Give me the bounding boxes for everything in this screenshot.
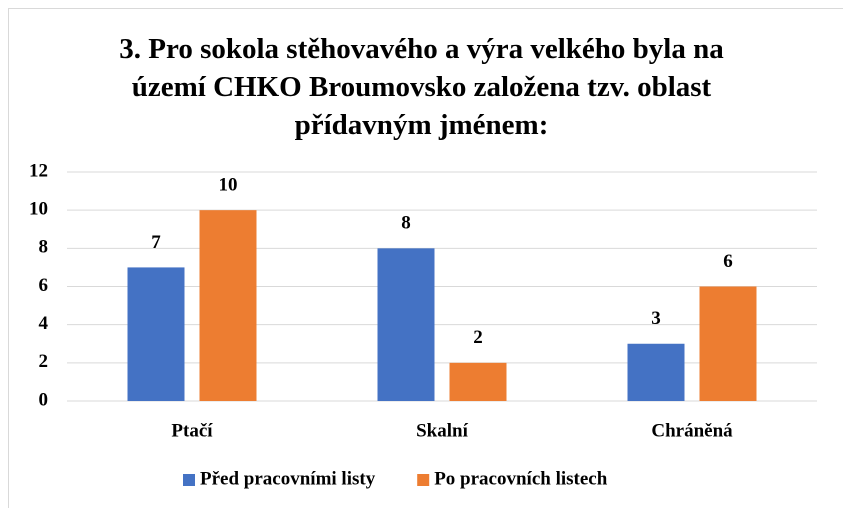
bar — [627, 343, 685, 401]
data-label: 7 — [151, 232, 161, 253]
chart-title: 3. Pro sokola stěhovavého a výra velkého… — [119, 33, 724, 141]
bar — [199, 210, 257, 401]
legend-swatch — [183, 474, 195, 486]
x-tick-label: Chráněná — [651, 420, 733, 441]
y-tick-label: 2 — [39, 351, 49, 372]
y-tick-label: 6 — [39, 275, 49, 296]
data-label: 10 — [219, 175, 238, 196]
bar — [127, 267, 185, 401]
legend-swatch — [417, 474, 430, 486]
x-tick-label: Skalní — [416, 420, 468, 441]
data-label: 3 — [651, 308, 661, 329]
legend-label: Po pracovních listech — [434, 468, 608, 489]
data-label: 6 — [723, 251, 733, 272]
bar — [377, 248, 435, 401]
bar — [449, 362, 507, 401]
y-tick-label: 0 — [39, 389, 49, 410]
x-tick-label: Ptačí — [171, 420, 213, 441]
data-label: 8 — [401, 213, 411, 234]
y-tick-label: 8 — [39, 237, 49, 258]
data-label: 2 — [473, 327, 483, 348]
chart-frame — [8, 8, 843, 508]
legend-label: Před pracovními listy — [200, 468, 376, 489]
y-tick-label: 12 — [29, 160, 48, 181]
y-tick-label: 10 — [29, 199, 48, 220]
y-tick-label: 4 — [39, 313, 49, 334]
bar — [699, 286, 757, 401]
